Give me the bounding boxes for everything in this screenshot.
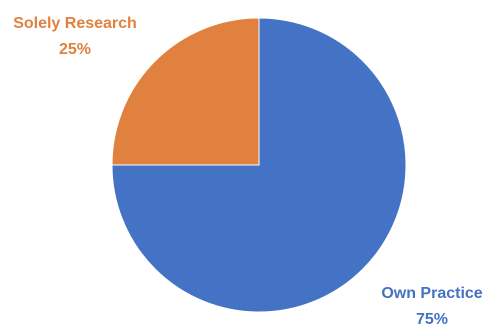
pie-labels: Solely Research 25% Own Practice 75% bbox=[13, 15, 483, 324]
slice-label-solely-research: Solely Research bbox=[13, 15, 137, 32]
slice-value-solely-research: 25% bbox=[59, 41, 91, 58]
slice-value-own-practice: 75% bbox=[416, 311, 448, 324]
pie-slice-solely-research bbox=[111, 17, 260, 166]
slice-label-own-practice: Own Practice bbox=[381, 285, 482, 302]
pie-slices bbox=[111, 17, 407, 313]
